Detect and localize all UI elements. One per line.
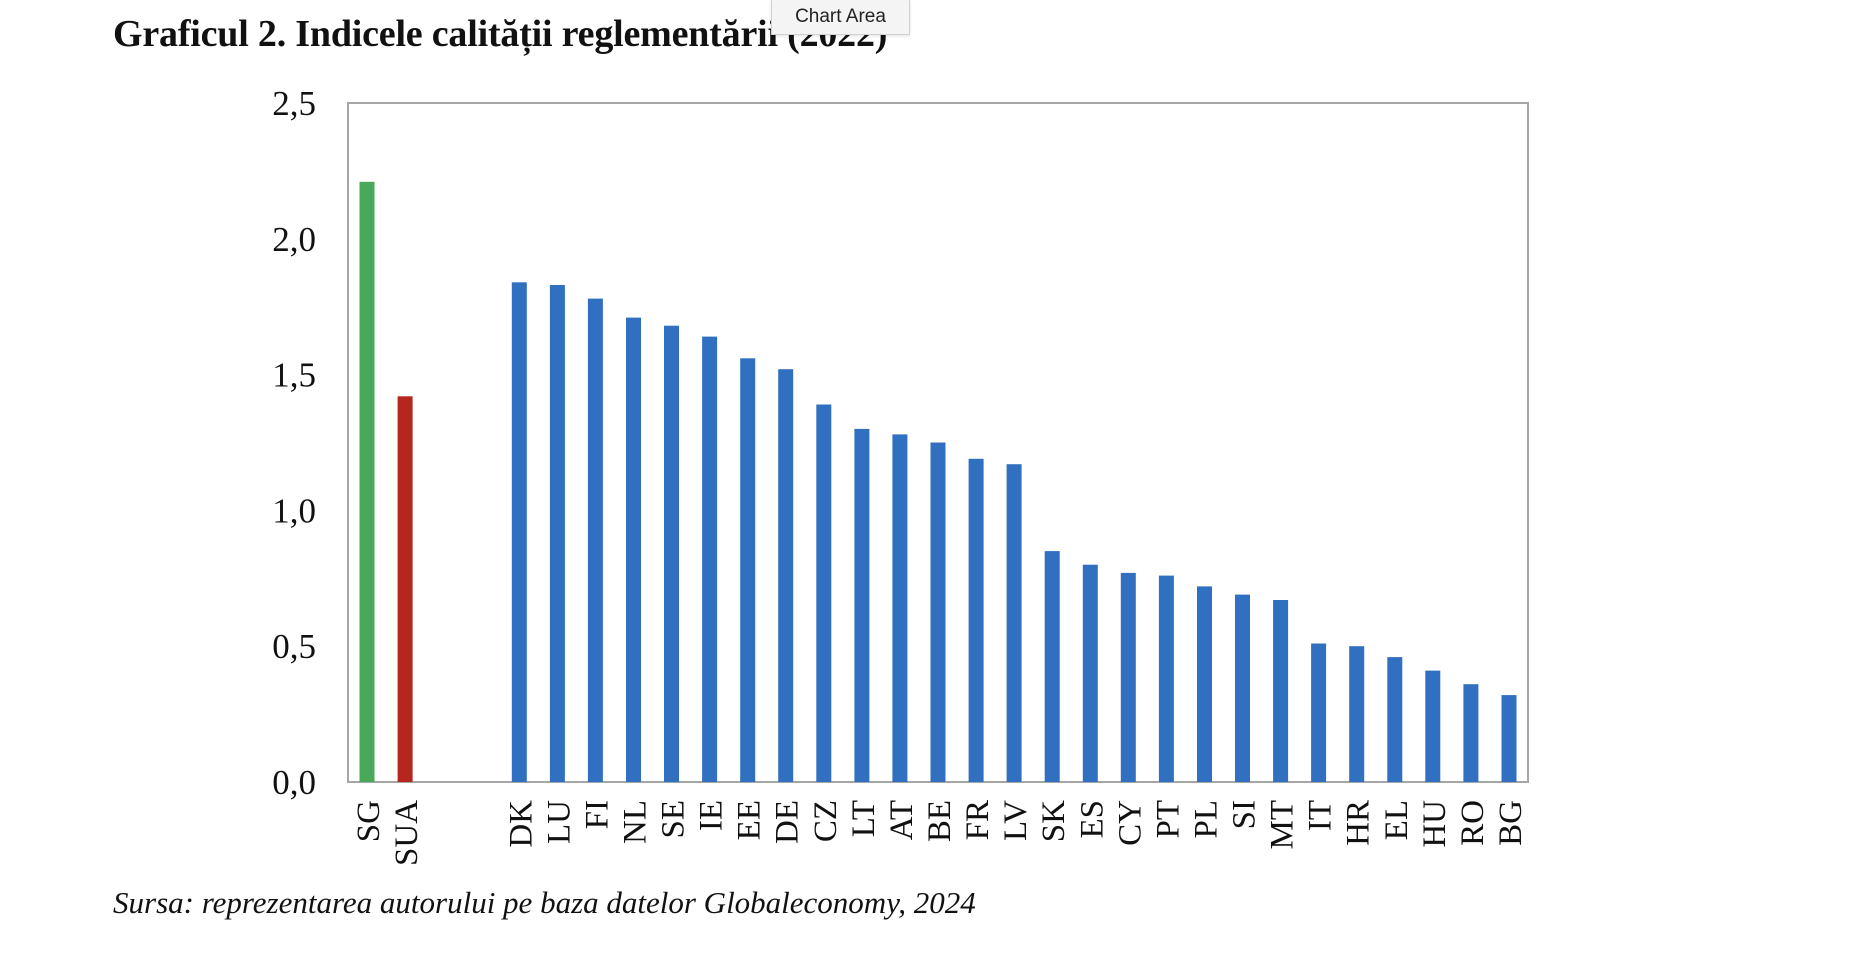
x-tick-label-ro: RO [1455,800,1491,846]
x-tick-label-hu: HU [1417,800,1453,848]
bar-es[interactable] [1082,564,1098,782]
x-tick-label-es: ES [1074,800,1110,839]
y-tick-label: 2,5 [272,84,316,123]
x-tick-label-dk: DK [503,800,539,848]
bar-si[interactable] [1235,594,1250,782]
y-tick-label: 2,0 [272,220,316,259]
bar-lt[interactable] [854,428,870,782]
bar-pt[interactable] [1158,575,1174,782]
x-tick-label-it: IT [1303,800,1339,831]
bar-ie[interactable] [702,336,718,782]
bar-el[interactable] [1387,657,1403,782]
bar-hr[interactable] [1349,646,1365,782]
bar-bg[interactable] [1501,695,1517,782]
bar-ee[interactable] [740,358,756,782]
y-tick-label: 1,0 [272,491,316,530]
x-tick-label-pl: PL [1188,800,1224,839]
x-tick-label-hr: HR [1341,800,1377,846]
bar-se[interactable] [664,325,679,782]
x-tick-label-pt: PT [1150,800,1186,839]
bar-dk[interactable] [511,282,527,782]
bar-mt[interactable] [1273,600,1289,782]
bar-de[interactable] [778,369,794,782]
x-tick-label-lv: LV [998,800,1034,841]
bar-ro[interactable] [1463,684,1479,782]
x-tick-label-fi: FI [579,800,615,829]
x-tick-label-at: AT [884,800,920,840]
bar-cz[interactable] [816,404,832,783]
bar-sg[interactable] [359,181,375,783]
bar-at[interactable] [892,434,908,782]
x-tick-label-mt: MT [1265,800,1301,850]
bar-sua[interactable] [397,396,413,782]
bar-sk[interactable] [1044,551,1060,782]
y-axis: 0,0 0,5 1,0 1,5 2,0 2,5 [272,84,316,802]
x-tick-label-nl: NL [617,800,653,844]
bar-fi[interactable] [587,298,603,782]
bar-pl[interactable] [1197,586,1212,782]
x-tick-label-el: EL [1379,800,1415,840]
x-tick-label-sk: SK [1036,800,1072,842]
x-tick-label-sua: SUA [389,800,425,866]
x-tick-label-de: DE [770,800,806,844]
bar-hu[interactable] [1425,670,1441,782]
x-tick-label-cz: CZ [808,800,844,842]
y-tick-label: 0,0 [272,763,316,802]
source-note: Sursa: reprezentarea autorului pe baza d… [113,885,976,920]
bar-nl[interactable] [626,317,641,782]
chart-title: Graficul 2. Indicele calității reglement… [113,13,888,55]
x-tick-label-si: SI [1227,800,1263,829]
bar-fr[interactable] [968,458,984,782]
bars-group [359,181,1517,783]
x-tick-label-ie: IE [694,800,730,831]
x-tick-label-bg: BG [1493,800,1529,846]
bar-lu[interactable] [549,285,565,782]
x-tick-label-be: BE [922,800,958,842]
x-tick-label-lt: LT [846,800,882,837]
y-tick-label: 1,5 [272,356,316,395]
x-tick-label-lu: LU [541,800,577,844]
x-tick-label-fr: FR [960,800,996,840]
bar-cy[interactable] [1120,572,1136,782]
x-tick-label-sg: SG [351,800,387,842]
bar-it[interactable] [1311,643,1327,783]
y-tick-label: 0,5 [272,627,316,666]
chart-area-tooltip: Chart Area [771,0,910,35]
bar-lv[interactable] [1006,464,1022,782]
x-tick-label-cy: CY [1112,800,1148,846]
x-axis: SG SUA DK LU FI NL SE IE EE DE CZ LT AT BE FR LV SK ES CY P… [351,800,1529,866]
x-tick-label-se: SE [656,800,692,839]
bar-be[interactable] [930,442,946,783]
x-tick-label-ee: EE [732,800,768,840]
